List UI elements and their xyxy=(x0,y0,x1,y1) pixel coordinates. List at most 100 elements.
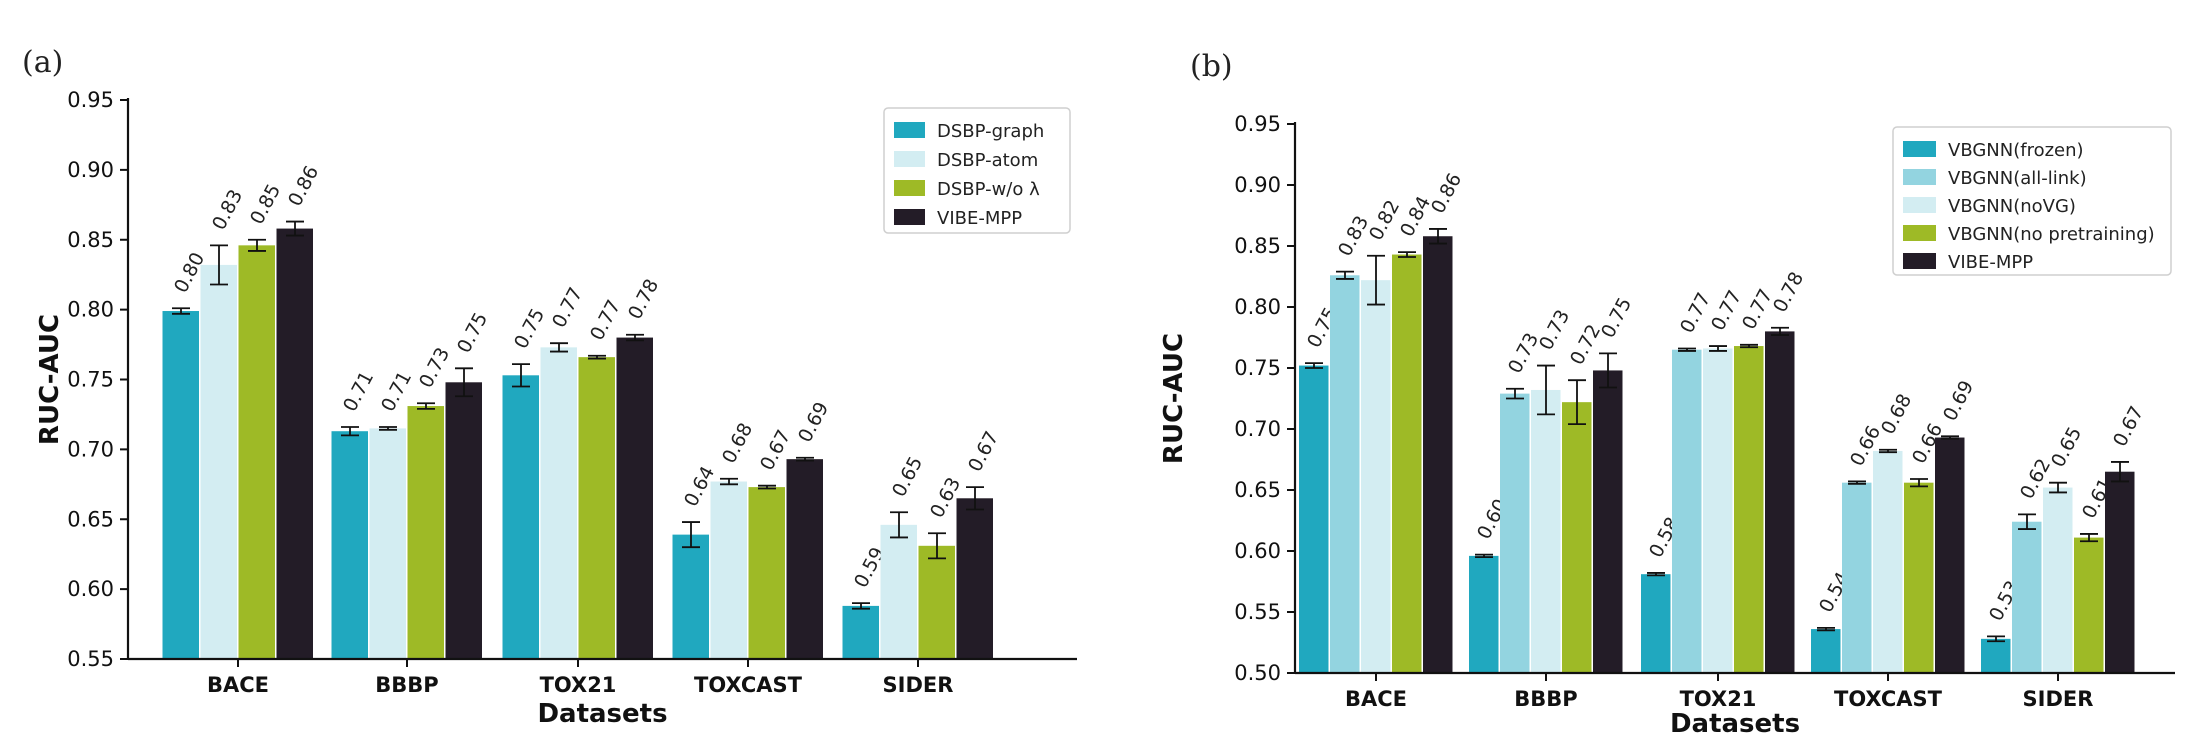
bar xyxy=(1672,349,1702,673)
data-label: 0.78 xyxy=(1769,268,1808,316)
panel-label: (b) xyxy=(1190,49,1233,84)
legend: VBGNN(frozen) VBGNN(all-link) VBGNN(noVG) V… xyxy=(1892,126,2172,276)
bar xyxy=(407,406,444,659)
bar xyxy=(276,228,313,659)
bar xyxy=(1904,482,1934,673)
legend-swatch xyxy=(894,122,925,138)
panel-label: (a) xyxy=(22,45,63,80)
bar xyxy=(445,382,482,659)
bar xyxy=(2105,471,2135,673)
error-bar xyxy=(1599,352,1617,389)
bar xyxy=(1981,638,2011,673)
legend-box xyxy=(883,107,1071,234)
error-bar xyxy=(379,426,397,431)
y-tick-label: 0.70 xyxy=(67,437,114,461)
error-bar xyxy=(1305,362,1323,369)
error-bar xyxy=(966,486,984,511)
bar xyxy=(1469,555,1499,673)
y-tick-label: 0.80 xyxy=(1234,295,1281,319)
legend-swatch xyxy=(1903,169,1936,185)
y-tick-label: 0.75 xyxy=(1234,356,1281,380)
error-bar xyxy=(1848,480,1866,485)
bar xyxy=(1500,393,1530,673)
error-bar xyxy=(1678,347,1696,352)
error-bar xyxy=(1506,387,1524,400)
data-label: 0.68 xyxy=(1877,390,1916,438)
bar xyxy=(578,357,615,659)
y-tick-label: 0.75 xyxy=(67,368,114,392)
bar xyxy=(842,605,879,659)
x-tick-label: TOX21 xyxy=(1680,687,1757,711)
error-bar xyxy=(1709,345,1727,352)
data-label: 0.85 xyxy=(246,180,285,228)
y-tick-label: 0.55 xyxy=(1234,600,1281,624)
error-bar xyxy=(210,244,228,286)
error-bar xyxy=(341,426,359,437)
legend: DSBP-graph DSBP-atom DSBP-w/o λ VIBE-MPP xyxy=(883,107,1071,234)
data-label: 0.67 xyxy=(964,428,1003,476)
y-axis-title: RUC-AUC xyxy=(1159,333,1189,464)
error-bar xyxy=(248,238,266,252)
x-tick-label: SIDER xyxy=(2023,687,2094,711)
error-bar xyxy=(1537,364,1555,416)
error-bar xyxy=(286,220,304,237)
error-bar xyxy=(626,333,644,342)
error-bar xyxy=(2080,533,2098,543)
data-label: 0.77 xyxy=(1707,287,1746,335)
legend-entry: VBGNN(all-link) xyxy=(1948,168,2087,189)
error-bar xyxy=(1568,379,1586,426)
y-tick-label: 0.90 xyxy=(1234,173,1281,197)
error-bar xyxy=(720,477,738,486)
data-label: 0.77 xyxy=(586,296,625,344)
legend-entry: DSBP-atom xyxy=(937,150,1038,171)
bar xyxy=(162,311,199,659)
y-tick-label: 0.80 xyxy=(67,298,114,322)
data-label: 0.65 xyxy=(888,453,927,501)
x-tick-label: BBBP xyxy=(1514,687,1577,711)
error-bar xyxy=(758,484,776,490)
data-label: 0.82 xyxy=(1365,196,1404,244)
bar xyxy=(1842,482,1872,673)
error-bar xyxy=(852,602,870,610)
data-label: 0.75 xyxy=(1597,294,1636,342)
data-label: 0.77 xyxy=(1738,285,1777,333)
legend-entry: VBGNN(no pretraining) xyxy=(1948,224,2155,245)
y-tick-label: 0.90 xyxy=(67,158,114,182)
error-bar xyxy=(1429,228,1447,245)
y-tick-label: 0.55 xyxy=(67,647,114,671)
legend-entry: DSBP-w/o λ xyxy=(937,179,1040,200)
legend-swatch xyxy=(1903,141,1936,157)
y-tick-label: 0.60 xyxy=(67,577,114,601)
error-bar xyxy=(796,456,814,462)
bar xyxy=(616,337,653,659)
error-bar xyxy=(1475,553,1493,558)
bar xyxy=(1593,370,1623,673)
bar xyxy=(502,375,539,659)
bar xyxy=(748,487,785,659)
x-tick-label: BACE xyxy=(207,673,269,697)
legend-swatch xyxy=(894,180,925,196)
bar xyxy=(1935,437,1965,673)
bar xyxy=(540,347,577,659)
error-bar xyxy=(682,521,700,549)
data-label: 0.69 xyxy=(1939,377,1978,425)
bar xyxy=(1562,402,1592,673)
data-label: 0.77 xyxy=(548,284,587,332)
error-bar xyxy=(1879,448,1897,454)
data-label: 0.69 xyxy=(794,398,833,446)
bar xyxy=(1703,348,1733,673)
error-bar xyxy=(417,402,435,410)
x-axis-title: Datasets xyxy=(1670,709,1800,738)
error-bar xyxy=(1740,343,1758,349)
y-tick-label: 0.65 xyxy=(1234,478,1281,502)
chart-panel-a: (a) 0.55 0.60 0.65 0.70 0.75 0.80 0.85 0.90 0.95 0… xyxy=(22,45,1077,729)
bar xyxy=(1873,450,1903,673)
x-tick-label: BBBP xyxy=(375,673,438,697)
error-bar xyxy=(1771,326,1789,336)
bar xyxy=(1392,254,1422,674)
error-bar xyxy=(1336,270,1354,280)
bar xyxy=(200,264,237,659)
y-tick-label: 0.85 xyxy=(67,228,114,252)
